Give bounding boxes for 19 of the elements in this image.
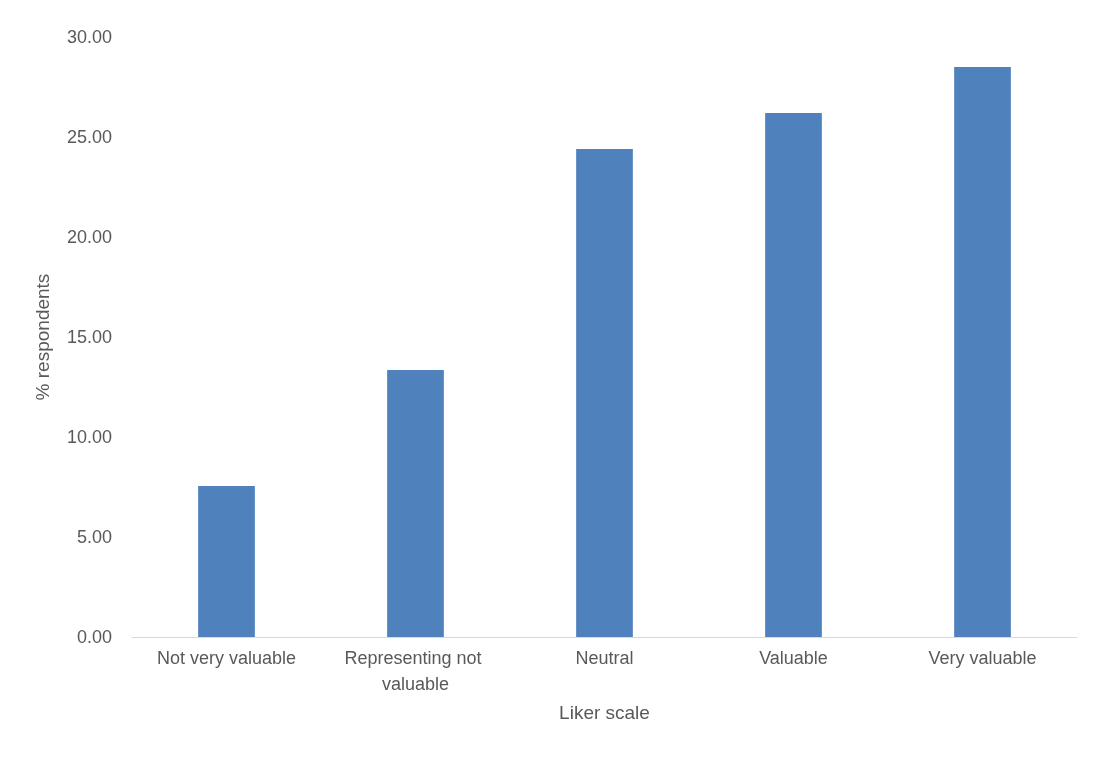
- bar: [387, 370, 444, 637]
- y-tick-label: 25.00: [66, 127, 112, 147]
- y-tick-label: 30.00: [66, 27, 112, 47]
- y-tick-label: 5.00: [76, 527, 112, 547]
- x-axis-title: Liker scale: [559, 702, 650, 723]
- bar: [765, 113, 822, 637]
- y-tick-label: 0.00: [76, 627, 112, 647]
- x-tick-label: Representing not valuable: [344, 648, 487, 694]
- bar: [576, 149, 633, 637]
- bar: [954, 67, 1011, 637]
- bar: [198, 486, 255, 637]
- y-tick-label: 20.00: [66, 227, 112, 247]
- y-axis-title: % respondents: [32, 273, 53, 401]
- x-tick-label: Not very valuable: [156, 648, 297, 668]
- y-tick-label: 15.00: [66, 327, 112, 347]
- y-tick-label: 10.00: [66, 427, 112, 447]
- x-tick-label: Neutral: [575, 648, 634, 668]
- x-tick-label: Very valuable: [928, 648, 1037, 668]
- x-tick-label: Valuable: [759, 648, 828, 668]
